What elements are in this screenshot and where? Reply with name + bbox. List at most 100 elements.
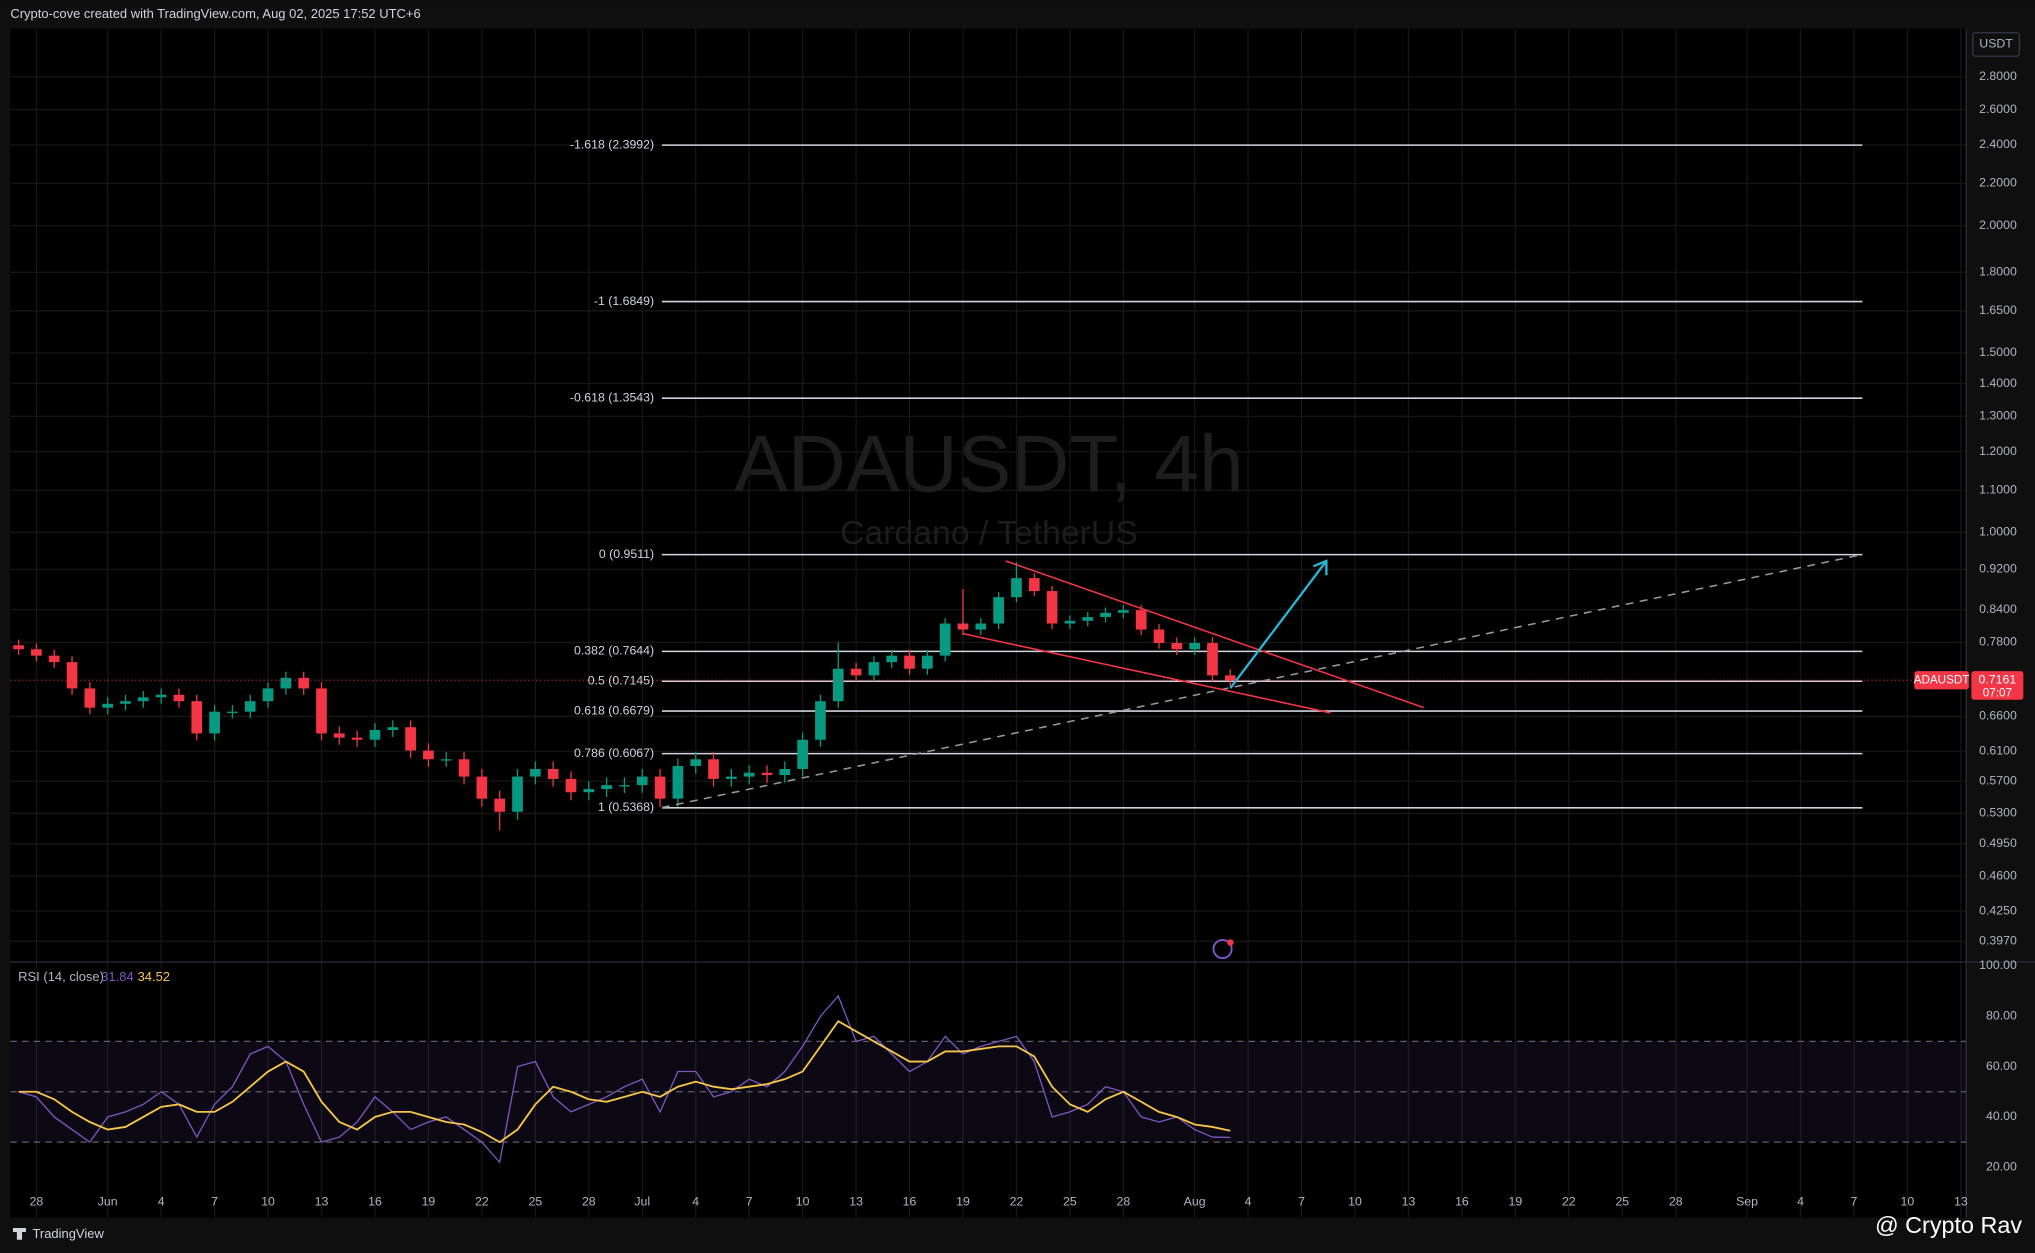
rsi-tick-label: 60.00 [1986, 1059, 2017, 1073]
y-tick-label: 2.2000 [1979, 176, 2017, 190]
x-tick-label: Sep [1736, 1194, 1758, 1208]
fib-label: 1 (0.5368) [598, 800, 654, 814]
candle-body [993, 597, 1004, 624]
candle-body [298, 677, 310, 689]
y-tick-label: 2.8000 [1979, 69, 2017, 83]
candle-body [1171, 642, 1183, 650]
candle-body [815, 701, 826, 740]
support-trendline [661, 553, 1863, 809]
y-tick-label: 0.5700 [1979, 773, 2017, 787]
candle-body [262, 688, 274, 702]
x-tick-label: 13 [1402, 1194, 1416, 1208]
rsi-pane [10, 994, 1967, 1164]
candle-body [191, 701, 203, 734]
candle-body [1189, 642, 1200, 650]
candle-body [636, 776, 648, 786]
currency[interactable]: USDT [1979, 37, 2013, 51]
symbol-box [1914, 671, 1969, 690]
x-tick-label: 4 [692, 1194, 699, 1208]
y-tick-label: 1.3000 [1979, 409, 2017, 423]
candle-body [405, 727, 416, 751]
candle-body [476, 776, 488, 799]
rsi-tick-label: 100.00 [1979, 958, 2017, 972]
fib-label: 0.5 (0.7145) [588, 673, 654, 687]
candle-body [423, 750, 434, 760]
y-tick-label: 1.5000 [1979, 345, 2017, 359]
candle-body [583, 789, 595, 793]
icon-dot[interactable] [1227, 939, 1234, 946]
x-tick-label: 10 [1901, 1194, 1915, 1208]
candle-body [137, 697, 149, 702]
rsi-value: 31.84 [101, 969, 133, 984]
x-tick-label: 28 [582, 1194, 596, 1208]
candle-body [48, 655, 60, 663]
y-tick-label: 0.4250 [1979, 903, 2017, 917]
x-tick-label: 25 [528, 1194, 542, 1208]
header: Crypto-cove created with TradingView.com… [10, 6, 420, 21]
x-tick-label: Jul [634, 1194, 650, 1208]
x-tick-label: 16 [368, 1194, 382, 1208]
candle-body [369, 729, 381, 740]
x-tick-label: 7 [746, 1194, 753, 1208]
x-tick-label: 16 [903, 1194, 917, 1208]
last-price-box [1971, 671, 2024, 700]
events-icon[interactable] [1212, 938, 1234, 960]
candle-body [512, 776, 523, 812]
candle-body [708, 759, 719, 779]
rsi-tick-label: 80.00 [1986, 1008, 2017, 1022]
candle-body [797, 739, 808, 769]
candle-body [120, 701, 131, 704]
candle-body [672, 765, 684, 799]
icon-ring[interactable] [1212, 938, 1233, 960]
x-tick-label: 28 [30, 1194, 44, 1208]
fib-label: 0.786 (0.6067) [574, 746, 654, 760]
candle-body [244, 701, 256, 712]
candle-body [850, 668, 862, 676]
candle-body [173, 694, 185, 702]
rsi-tick-label: 20.00 [1986, 1160, 2017, 1174]
candle-body [351, 737, 363, 740]
candle-body [31, 649, 42, 656]
x-tick-label: 22 [475, 1194, 489, 1208]
currency-box[interactable] [1972, 32, 2021, 57]
candle-body [458, 759, 470, 777]
fib-label: 0.618 (0.6679) [574, 703, 654, 717]
x-tick-label: 22 [1010, 1194, 1024, 1208]
candle-body [1064, 620, 1076, 624]
x-tick-label: 13 [849, 1194, 863, 1208]
x-tick-label: 7 [1851, 1194, 1858, 1208]
x-tick-label: 10 [796, 1194, 810, 1208]
candle-body [1028, 578, 1040, 592]
x-tick-label: 25 [1615, 1194, 1629, 1208]
candle-body [779, 768, 791, 776]
candle-body [832, 668, 844, 702]
footer-brand: TradingView [32, 1226, 104, 1241]
rsi-legend: RSI (14, close) [18, 969, 104, 984]
breakout-arrow [1229, 559, 1328, 689]
y-tick-label: 1.2000 [1979, 444, 2017, 458]
y-tick-label: 1.0000 [1979, 525, 2017, 539]
rsi-ma-value: 34.52 [138, 969, 170, 984]
fib-label: -1 (1.6849) [594, 294, 654, 308]
candle-body [316, 688, 327, 734]
x-tick-label: 7 [1298, 1194, 1305, 1208]
candle-body [939, 623, 951, 656]
candle-body [66, 662, 78, 689]
y-tick-label: 1.1000 [1979, 483, 2017, 497]
candles [13, 562, 1236, 831]
countdown: 07:07 [1983, 686, 2012, 699]
candle-body [565, 778, 577, 793]
candle-body [84, 688, 96, 708]
candle-body [922, 655, 933, 669]
footer-credit: @ Crypto Rav [1875, 1212, 2022, 1238]
y-tick-label: 0.6600 [1979, 709, 2017, 723]
candle-body [1118, 610, 1129, 613]
candle-body [494, 798, 506, 812]
candle-body [1011, 578, 1022, 598]
fib-retracement: -1.618 (2.3992) -1 (1.6849) -0.618 (1.3543… [570, 137, 1863, 814]
y-tick-label: 1.4000 [1979, 376, 2017, 390]
grid [10, 28, 1967, 1218]
